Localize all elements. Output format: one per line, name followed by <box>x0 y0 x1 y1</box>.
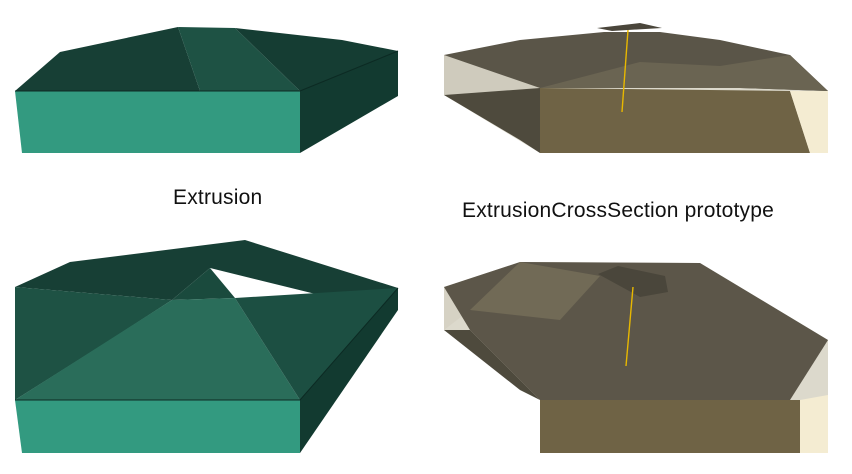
ghost-inner-face <box>790 91 828 153</box>
extrusion-caption: Extrusion <box>173 186 263 209</box>
ghost-roof-face <box>540 55 828 91</box>
ghost-side-face <box>444 330 540 400</box>
ghost-side-face <box>444 88 540 153</box>
roof-face <box>172 268 235 300</box>
ghost-cap-face <box>598 266 668 297</box>
roof-face <box>15 27 200 91</box>
ghost-roof-face <box>470 262 600 320</box>
edge-line <box>15 50 399 92</box>
cross-section-model-bottom <box>444 262 828 453</box>
ghost-inner-face <box>800 395 828 453</box>
edge-line <box>15 287 399 401</box>
ghost-side-face <box>444 55 540 95</box>
roof-face <box>15 298 300 400</box>
ghost-front-face <box>540 88 810 153</box>
spine-axis-line <box>621 29 629 113</box>
roof-face <box>178 27 300 91</box>
cross-section-prototype-caption: ExtrusionCrossSection prototype <box>462 199 775 222</box>
roof-face <box>235 28 398 91</box>
ghost-front-face <box>540 400 800 453</box>
front-face <box>15 400 300 453</box>
extrusion-model-bottom <box>15 240 399 453</box>
side-face <box>300 51 398 153</box>
extrusion-model-top <box>15 27 399 153</box>
spine-axis-line <box>625 286 634 367</box>
front-face <box>15 91 300 153</box>
ghost-cap-face <box>597 23 662 31</box>
cross-section-model-top <box>444 23 828 153</box>
roof-face <box>235 288 398 400</box>
roof-face <box>15 287 172 400</box>
side-face <box>300 288 398 453</box>
roof-face <box>15 240 398 300</box>
